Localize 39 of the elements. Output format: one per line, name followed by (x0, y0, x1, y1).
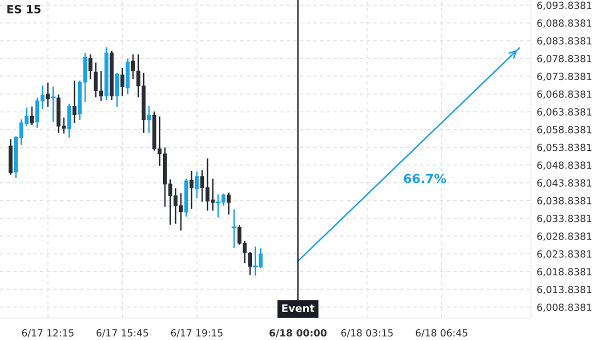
candlestick (88, 54, 92, 80)
y-tick-label: 6,043.8381 (537, 179, 592, 188)
candlestick (72, 80, 76, 123)
candlestick (46, 82, 50, 107)
y-tick-label: 6,018.8381 (537, 268, 592, 276)
y-tick-label: 6,038.8381 (537, 197, 592, 206)
candlestick (190, 170, 194, 209)
y-tick-label: 6,013.8381 (537, 286, 592, 294)
x-tick-label: 6/17 19:15 (171, 329, 222, 338)
x-tick-label: 6/17 12:15 (22, 329, 74, 338)
y-tick-label: 6,063.8381 (537, 108, 592, 117)
candlestick (67, 104, 72, 138)
y-tick-label: 6,008.8381 (537, 304, 592, 312)
y-tick-label: 6,088.8381 (537, 19, 592, 28)
x-tick-label: 6/18 00:00 (269, 329, 327, 338)
y-tick-label: 6,058.8381 (537, 126, 592, 134)
y-tick-label: 6,033.8381 (537, 214, 592, 224)
y-tick-label: 6,093.8381 (537, 2, 592, 10)
x-tick-label: 6/18 03:15 (341, 329, 393, 338)
candlestick (147, 106, 151, 133)
candlestick (194, 172, 199, 198)
y-tick-label: 6,023.8381 (537, 250, 592, 259)
chart-title: ES 15 (7, 4, 41, 14)
y-tick-label: 6,048.8381 (537, 162, 592, 170)
ref-line-label: Event (282, 304, 314, 312)
y-tick-label: 6,073.8381 (537, 72, 592, 82)
candlestick (30, 106, 34, 126)
y-tick-label: 6,068.8381 (537, 90, 592, 99)
y-tick-label: 6,078.8381 (537, 54, 592, 64)
y-tick-label: 6,053.8381 (537, 144, 592, 152)
y-tick-label: 6,028.8381 (537, 232, 592, 241)
y-tick-label: 6,083.8381 (537, 37, 592, 46)
candlestick (226, 192, 231, 215)
candlestick (115, 72, 119, 107)
x-tick-label: 6/17 15:45 (96, 329, 148, 338)
candlestick (248, 252, 252, 275)
candlestick (120, 68, 124, 96)
x-tick-label: 6/18 06:45 (416, 329, 468, 338)
annotation: 66.7% (404, 174, 446, 184)
